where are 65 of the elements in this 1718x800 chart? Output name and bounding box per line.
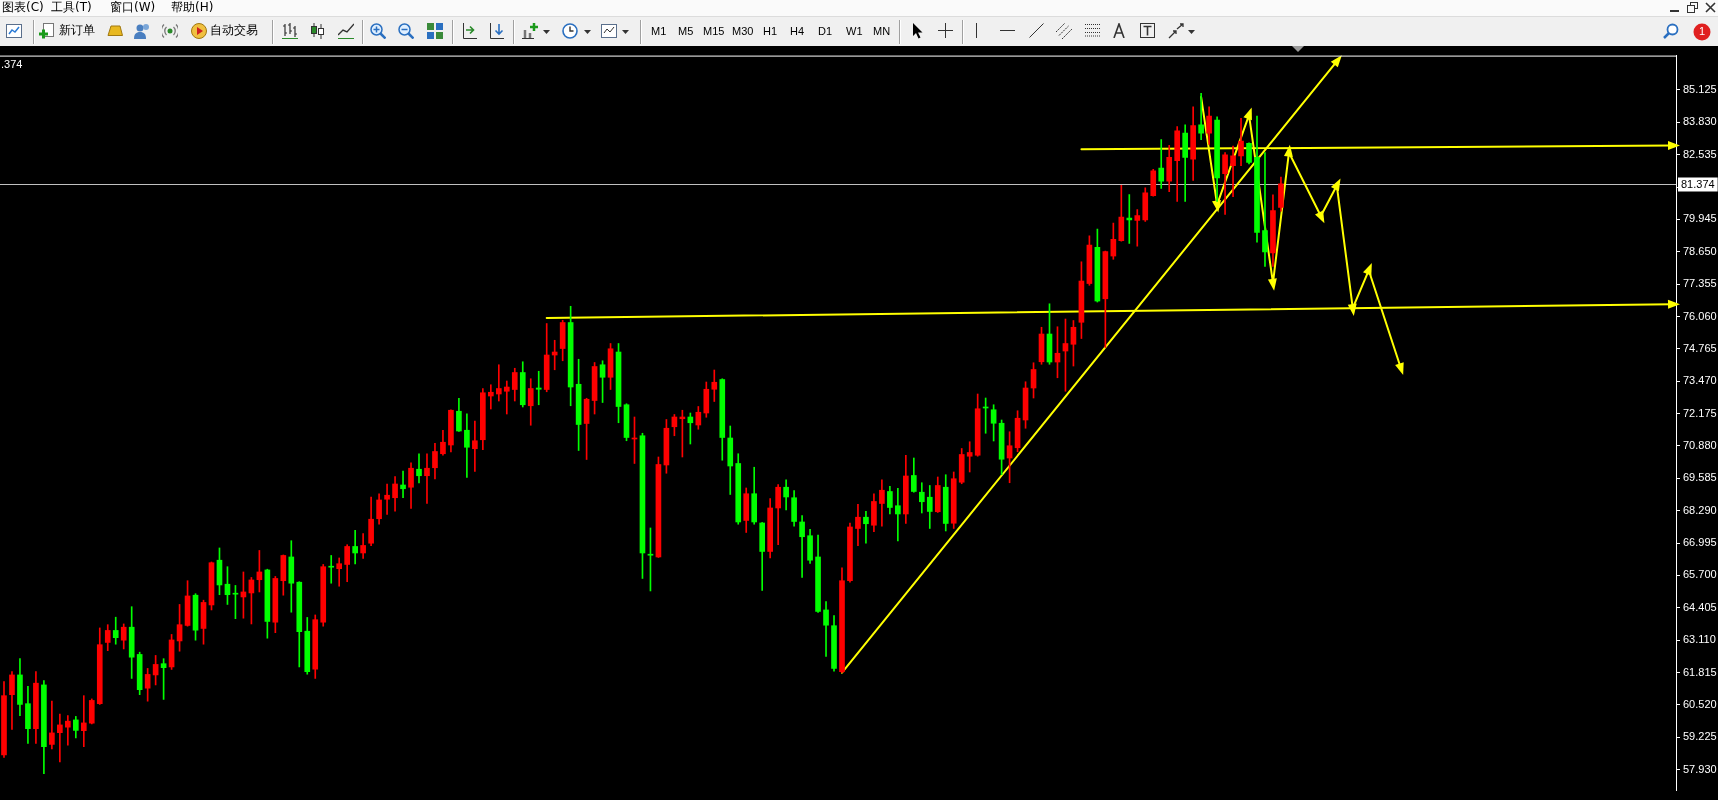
text: M5: [678, 25, 694, 37]
candlestick: [352, 529, 358, 565]
text: MN: [873, 25, 891, 37]
candlestick: [424, 453, 430, 504]
ref-line-label: 81.374: [1681, 178, 1715, 191]
y-tick-label: 66.995: [1683, 536, 1717, 549]
y-tick-label: 69.585: [1683, 471, 1717, 484]
candlestick: [1230, 145, 1236, 197]
text: 1: [1699, 25, 1706, 37]
candlestick: [503, 380, 510, 415]
y-tick-label: 85.125: [1683, 83, 1717, 95]
y-tick-label: 60.520: [1683, 697, 1717, 710]
y-tick-label: 73.470: [1683, 374, 1717, 387]
candlestick: [1262, 152, 1268, 267]
candlestick: [966, 441, 973, 473]
chart-title: .374: [1, 58, 23, 71]
y-tick-label: 64.405: [1683, 600, 1717, 613]
candlestick: [336, 557, 343, 587]
text: M30: [732, 25, 754, 37]
candlestick: [895, 487, 901, 542]
y-tick-label: 78.650: [1683, 244, 1717, 257]
candlestick: [384, 483, 390, 515]
y-tick-label: 65.700: [1683, 568, 1717, 581]
y-tick-label: 57.930: [1683, 762, 1717, 775]
text: H1: [763, 25, 778, 37]
text: 图表(C): [2, 0, 44, 14]
candlestick: [1198, 93, 1204, 140]
candlestick: [416, 453, 422, 484]
y-tick-label: 63.110: [1683, 633, 1716, 646]
text: M15: [703, 25, 725, 37]
text: 窗口(W): [110, 0, 156, 14]
y-tick-label: 76.060: [1683, 309, 1717, 322]
text: M1: [651, 25, 667, 37]
candlestick: [495, 364, 502, 402]
y-tick-label: 61.815: [1683, 665, 1717, 678]
y-tick-label: 82.535: [1683, 147, 1717, 160]
y-tick-label: 68.290: [1683, 503, 1717, 516]
candlestick: [57, 713, 63, 763]
candlestick: [535, 370, 542, 406]
text: H4: [790, 25, 805, 37]
candlestick: [49, 700, 55, 750]
text: 工具(T): [51, 0, 92, 14]
y-tick-label: 74.765: [1683, 341, 1717, 354]
candlestick: [65, 715, 71, 746]
candlestick: [799, 515, 805, 578]
candlestick: [711, 369, 718, 402]
candlestick: [80, 695, 87, 747]
y-tick-label: 77.355: [1683, 277, 1717, 290]
y-tick-label: 83.830: [1683, 115, 1717, 128]
candlestick: [472, 420, 478, 472]
y-tick-label: 79.945: [1683, 212, 1717, 225]
candlestick: [488, 384, 494, 410]
candlestick: [400, 470, 406, 499]
y-tick-label: 70.880: [1683, 439, 1717, 452]
candlestick: [1158, 139, 1165, 189]
text: 帮助(H): [171, 0, 214, 14]
text: W1: [846, 25, 863, 37]
text: 新订单: [59, 23, 95, 37]
y-tick-label: 72.175: [1683, 406, 1717, 419]
candlestick: [863, 510, 869, 544]
candlestick: [328, 555, 335, 584]
candlestick: [1134, 209, 1141, 247]
text: 自动交易: [210, 23, 258, 37]
text: D1: [818, 25, 833, 37]
y-tick-label: 59.225: [1683, 730, 1717, 743]
